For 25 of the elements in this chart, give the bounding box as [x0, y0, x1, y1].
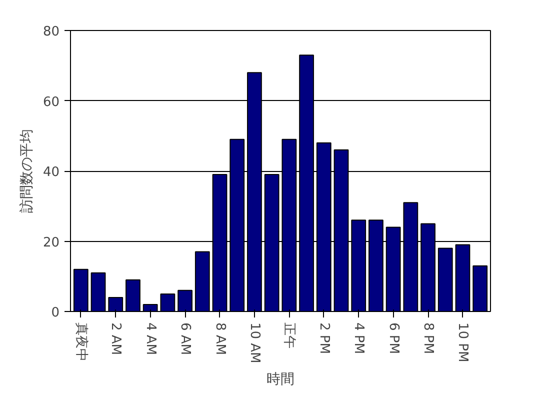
y-axis-title: 訪問数の平均 [18, 129, 35, 213]
y-tick-label: 80 [42, 24, 60, 40]
bar [90, 272, 106, 312]
x-tick-label: 8 AM [212, 322, 228, 356]
y-tick-label: 60 [42, 94, 60, 110]
x-tick-label: 2 PM [316, 322, 332, 354]
x-tick-label: 6 AM [178, 322, 193, 356]
bar [472, 265, 488, 312]
bar [438, 248, 453, 312]
bar [126, 279, 140, 312]
x-tick-label: 4 PM [351, 322, 366, 354]
bar [194, 251, 210, 312]
y-tick-label: 0 [51, 306, 60, 320]
x-tick-label: 10 AM [246, 322, 262, 364]
x-axis-title: 時間 [266, 371, 294, 388]
x-tick-label: 6 PM [386, 322, 401, 354]
x-tick-label: 10 PM [455, 322, 470, 362]
x-tick-label: 8 PM [420, 322, 436, 354]
x-tick-label: 正午 [282, 322, 297, 348]
x-tick-label: 4 AM [142, 322, 158, 356]
bar [160, 293, 176, 312]
x-tick-label: 2 AM [108, 322, 124, 356]
y-tick-label: 20 [42, 235, 60, 250]
y-tick-label: 40 [42, 165, 60, 180]
x-tick-label: 真夜中 [73, 322, 90, 362]
